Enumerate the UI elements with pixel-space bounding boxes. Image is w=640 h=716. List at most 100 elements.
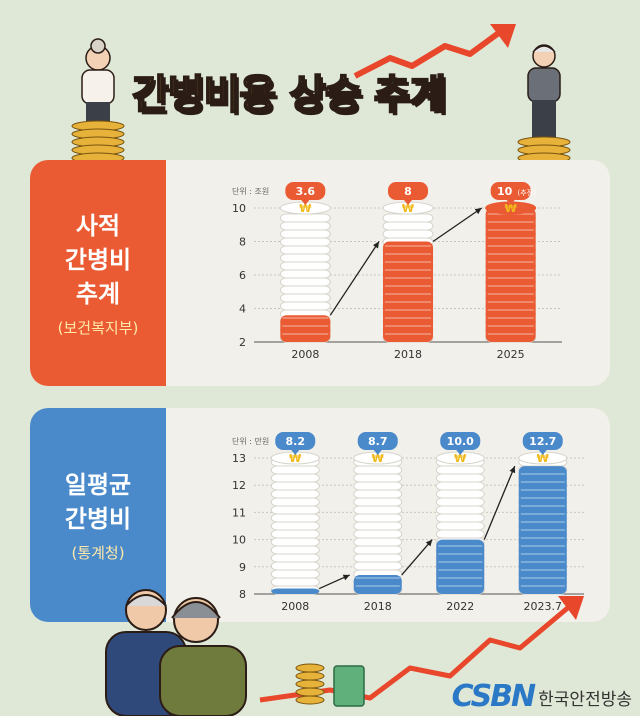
coin-disk (353, 521, 403, 531)
value-badge-pointer (506, 200, 515, 205)
trend-arrowhead (509, 466, 516, 474)
y-tick-label: 6 (239, 269, 246, 282)
coin-disk (270, 481, 320, 491)
csbn-logo-icon: CSBN (451, 679, 537, 714)
chart-daily-care-cost: 단위 : 만원 8 9 10 11 12 13 ₩8.2 2008 ₩8.7 2018 ₩10.0 20… (232, 432, 584, 613)
coin-disk (270, 521, 320, 531)
coin-disk (270, 561, 320, 571)
y-tick-label: 12 (232, 479, 246, 492)
value-badge (285, 182, 326, 200)
coin-disk (279, 229, 331, 239)
coin-disk (279, 285, 331, 295)
trend-arrowhead (474, 208, 482, 215)
coin-disk (279, 245, 331, 255)
coin-disk (270, 473, 320, 483)
coin-disk (279, 277, 331, 287)
coin-disk (435, 521, 485, 531)
coin-disk (279, 261, 331, 271)
value-label: 8 (404, 185, 412, 198)
private-care-cost-panel: 사적 간병비 추계 (보건복지부) 단위 : 조원 2 4 6 8 10 ₩3.6 2008 ₩… (30, 160, 610, 386)
trend-connector (329, 241, 380, 316)
value-note: (추정) (517, 188, 536, 197)
coin-disk (353, 481, 403, 491)
value-badge (388, 182, 428, 200)
elderly-woman-on-coins-icon (71, 38, 125, 164)
coin-disk (353, 545, 403, 555)
trend-arrowhead (372, 241, 379, 249)
panel1-source: (보건복지부) (57, 318, 139, 337)
x-tick-label: 2008 (281, 600, 309, 613)
won-coin-icon: ₩ (454, 452, 466, 465)
chart-private-care-cost: 단위 : 조원 2 4 6 8 10 ₩3.6 2008 ₩8 2018 ₩10 (추정) 2025 (232, 182, 562, 361)
rising-arrow-icon (259, 596, 584, 707)
coin-disk (435, 497, 485, 507)
bar-2008 (271, 588, 320, 594)
trend-connector (483, 465, 516, 540)
bar-2008 (280, 315, 331, 342)
y-tick-label: 4 (239, 303, 246, 316)
value-badge (357, 432, 398, 450)
coin-disk (353, 465, 403, 475)
daily-care-cost-panel: 일평균 간병비 (통계청) 단위 : 만원 8 9 10 11 12 13 ₩8.2 2008 ₩… (30, 408, 610, 622)
trend-arrowhead (342, 574, 350, 581)
unit-label: 단위 : 조원 (232, 186, 269, 196)
coin-disk (270, 497, 320, 507)
coin-disk (270, 489, 320, 499)
panel2-label-block: 일평균 간병비 (통계청) (30, 408, 166, 622)
value-label: 12.7 (529, 435, 556, 448)
coin-disk (435, 465, 485, 475)
coin-disk (353, 537, 403, 547)
value-badge-pointer (301, 200, 310, 205)
coin-disk (353, 513, 403, 523)
y-tick-label: 8 (239, 236, 246, 249)
unit-label: 단위 : 만원 (232, 436, 269, 446)
coin-disk (435, 473, 485, 483)
coin-disk (279, 213, 331, 223)
title-part1: 간병비용 (131, 71, 277, 119)
coin-disk (435, 529, 485, 539)
coin-disk (353, 497, 403, 507)
title-part2: 상승 추계 (288, 71, 447, 119)
coin-disk (270, 513, 320, 523)
value-label: 3.6 (296, 185, 316, 198)
x-tick-label: 2008 (291, 348, 319, 361)
coin-disk (279, 269, 331, 279)
coin-disk (270, 465, 320, 475)
coin-disk (270, 569, 320, 579)
panel1-label-line-3: 추계 (75, 279, 121, 308)
x-tick-label: 2022 (446, 600, 474, 613)
coin-disk (279, 237, 331, 247)
won-coin-icon: ₩ (505, 202, 517, 215)
coin-disk (435, 505, 485, 515)
panel1-label-block: 사적 간병비 추계 (보건복지부) (30, 160, 166, 386)
trend-connector (401, 539, 433, 576)
trend-arrowhead (425, 539, 433, 547)
coin-disk (270, 505, 320, 515)
coin-disk (382, 213, 434, 223)
value-badge (275, 432, 316, 450)
value-badge-pointer (291, 450, 300, 455)
value-badge (522, 432, 563, 450)
panel1-label-line-2: 간병비 (64, 245, 132, 274)
value-badge-pointer (538, 450, 547, 455)
brand-block: CSBN 한국안전방송 (452, 679, 632, 714)
panel2-label-line-1: 일평균 (64, 470, 132, 499)
bar-2025 (485, 208, 536, 342)
coin-disk (435, 489, 485, 499)
coin-disk (270, 545, 320, 555)
won-coin-icon: ₩ (537, 452, 549, 465)
panel2-label-line-2: 간병비 (64, 504, 132, 533)
y-tick-label: 10 (232, 534, 246, 547)
coin-disk (435, 481, 485, 491)
elderly-man-on-coins-icon (517, 44, 571, 164)
value-badge-pointer (404, 200, 412, 205)
value-badge-pointer (373, 450, 382, 455)
value-label: 8.7 (368, 435, 388, 448)
coin-disk (435, 513, 485, 523)
y-tick-label: 11 (232, 506, 246, 519)
won-coin-icon: ₩ (372, 452, 384, 465)
y-tick-label: 8 (239, 588, 246, 601)
coin-disk (382, 229, 434, 239)
won-coin-icon: ₩ (299, 202, 311, 215)
coin-disk (270, 537, 320, 547)
